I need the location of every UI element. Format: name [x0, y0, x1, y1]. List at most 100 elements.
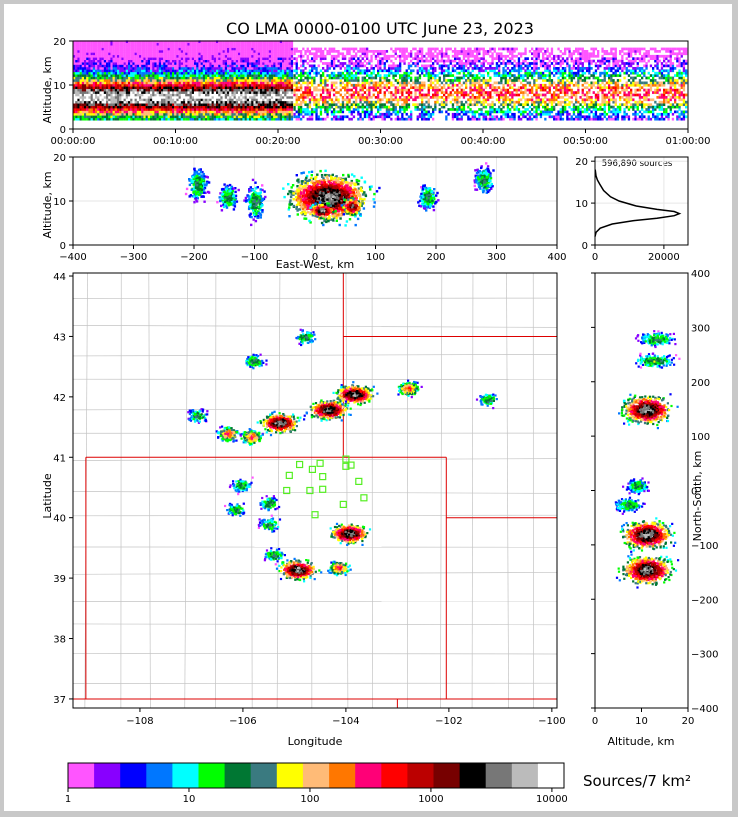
source-cell	[429, 105, 433, 109]
source-cell	[264, 69, 267, 73]
source-cell	[471, 117, 474, 121]
source-cell	[240, 74, 243, 77]
source-cell	[284, 105, 287, 109]
source-cell	[322, 117, 325, 121]
source-cell	[106, 79, 109, 82]
source-cell	[187, 117, 190, 121]
source-cell	[262, 115, 265, 119]
source-cell	[484, 117, 488, 121]
source-cell	[121, 103, 124, 107]
source-cell	[178, 62, 181, 65]
source-cell	[108, 98, 111, 102]
source-cell	[264, 93, 267, 97]
source-cell	[145, 54, 148, 58]
source-cell	[165, 74, 168, 77]
source-cell	[405, 79, 408, 82]
source-cell	[77, 96, 80, 99]
source-cell	[183, 54, 186, 58]
source-cell	[213, 117, 217, 121]
source-cell	[200, 71, 203, 75]
source-cell	[449, 79, 452, 82]
source-cell	[361, 117, 364, 121]
source-cell	[257, 74, 261, 77]
source-cell	[436, 52, 439, 56]
source-cell	[95, 50, 98, 53]
source-cell	[414, 88, 417, 92]
source-cell	[106, 69, 109, 73]
source-cell	[447, 54, 450, 58]
source-cell	[302, 69, 305, 73]
source-cell	[180, 69, 184, 73]
source-cell	[257, 52, 261, 56]
source-cell	[231, 76, 234, 80]
source-cell	[317, 71, 320, 75]
source-cell	[174, 115, 177, 119]
source-cell	[169, 71, 173, 75]
source-cell	[207, 76, 210, 80]
source-cell	[152, 71, 155, 75]
source-cell	[432, 112, 435, 116]
source-cell	[90, 98, 93, 102]
source-cell	[451, 117, 455, 121]
source-cell	[185, 112, 188, 116]
source-cell	[229, 67, 232, 70]
source-cell	[368, 88, 371, 92]
source-cell	[189, 54, 192, 58]
source-cell	[86, 96, 89, 99]
source-cell	[414, 54, 417, 58]
source-cell	[359, 86, 362, 90]
source-cell	[191, 91, 195, 94]
source-cell	[275, 103, 278, 107]
source-cell	[381, 103, 384, 107]
source-cell	[451, 81, 455, 85]
source-cell	[251, 64, 254, 68]
source-cell	[112, 76, 115, 80]
source-cell	[161, 105, 164, 109]
source-cell	[213, 47, 217, 51]
source-cell	[469, 79, 472, 82]
source-cell	[324, 62, 327, 65]
source-cell	[322, 103, 325, 107]
source-cell	[108, 108, 111, 111]
source-cell	[268, 112, 272, 116]
source-cell	[454, 96, 457, 99]
source-cell	[290, 117, 294, 121]
source-cell	[476, 98, 479, 102]
source-cell	[407, 117, 411, 121]
source-cell	[403, 52, 406, 56]
source-cell	[421, 54, 424, 58]
source-cell	[348, 100, 351, 104]
source-cell	[286, 64, 289, 68]
source-cell	[390, 91, 393, 94]
source-cell	[434, 74, 437, 77]
source-cell	[478, 112, 481, 116]
source-cell	[467, 98, 470, 102]
source-cell	[257, 98, 261, 102]
source-cell	[194, 96, 197, 99]
source-cell	[101, 98, 104, 102]
source-cell	[326, 110, 329, 114]
source-cell	[130, 103, 133, 107]
source-cell	[434, 79, 437, 82]
source-cell	[130, 112, 133, 116]
source-cell	[257, 86, 261, 90]
source-cell	[293, 108, 296, 111]
source-cell	[313, 54, 316, 58]
source-cell	[119, 64, 122, 68]
source-cell	[313, 98, 316, 102]
source-cell	[187, 83, 190, 87]
source-cell	[84, 52, 87, 56]
source-cell	[405, 81, 408, 85]
source-cell	[355, 59, 358, 63]
source-cell	[279, 69, 283, 73]
source-cell	[244, 64, 247, 68]
source-cell	[84, 42, 87, 46]
source-cell	[81, 86, 85, 90]
source-cell	[363, 50, 367, 53]
source-cell	[161, 110, 164, 114]
source-cell	[213, 45, 217, 48]
source-cell	[253, 67, 256, 70]
source-cell	[443, 76, 446, 80]
source-cell	[377, 93, 380, 97]
source-cell	[471, 59, 474, 63]
